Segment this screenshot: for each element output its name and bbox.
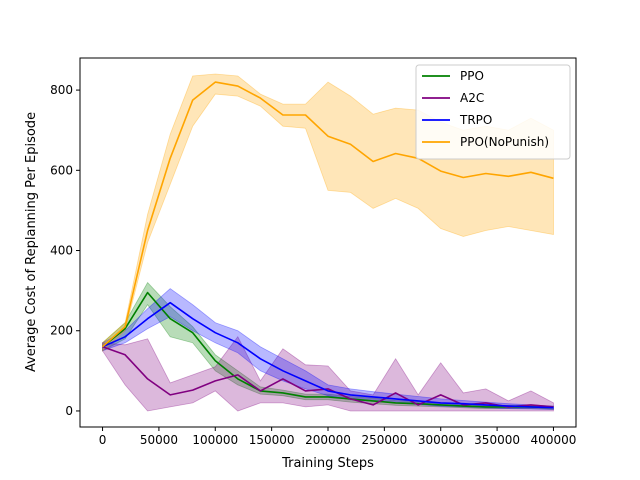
x-axis-ticks: 0 50000 100000 150000 200000 250000 300000 3500… xyxy=(99,427,577,447)
line-ppo-nopunish xyxy=(101,81,554,348)
line-trpo xyxy=(102,301,554,409)
y-tick-label: 600 xyxy=(50,163,73,177)
x-tick-label: 0 xyxy=(99,433,107,447)
y-axis-ticks: 0 200 400 600 800 xyxy=(50,83,80,418)
x-axis-label: Training Steps xyxy=(281,456,374,471)
line-a2c xyxy=(102,346,554,408)
x-tick-label: 300000 xyxy=(418,433,464,447)
series-lines xyxy=(101,81,554,409)
x-tick-label: 400000 xyxy=(531,433,577,447)
y-tick-label: 0 xyxy=(65,404,73,418)
legend-label-ppo-nopunish: PPO(NoPunish) xyxy=(460,135,549,149)
band-trpo xyxy=(102,288,554,410)
legend-label-a2c: A2C xyxy=(460,91,484,105)
legend-box xyxy=(415,64,571,160)
x-tick-label: 150000 xyxy=(249,433,295,447)
x-tick-label: 100000 xyxy=(192,433,238,447)
y-tick-label: 400 xyxy=(50,244,73,258)
band-a2c xyxy=(102,336,554,412)
legend-label-trpo: TRPO xyxy=(459,113,492,127)
y-axis-label: Average Cost of Replanning Per Episode xyxy=(24,112,39,372)
band-ppo xyxy=(102,281,554,410)
x-tick-label: 250000 xyxy=(361,433,407,447)
y-tick-label: 800 xyxy=(50,83,73,97)
x-tick-label: 50000 xyxy=(140,433,178,447)
x-tick-label: 350000 xyxy=(474,433,520,447)
x-tick-label: 200000 xyxy=(305,433,351,447)
legend: PPO A2C TRPO PPO(NoPunish) xyxy=(415,64,571,160)
legend-label-ppo: PPO xyxy=(460,69,484,83)
y-tick-label: 200 xyxy=(50,324,73,338)
line-ppo xyxy=(101,291,554,409)
